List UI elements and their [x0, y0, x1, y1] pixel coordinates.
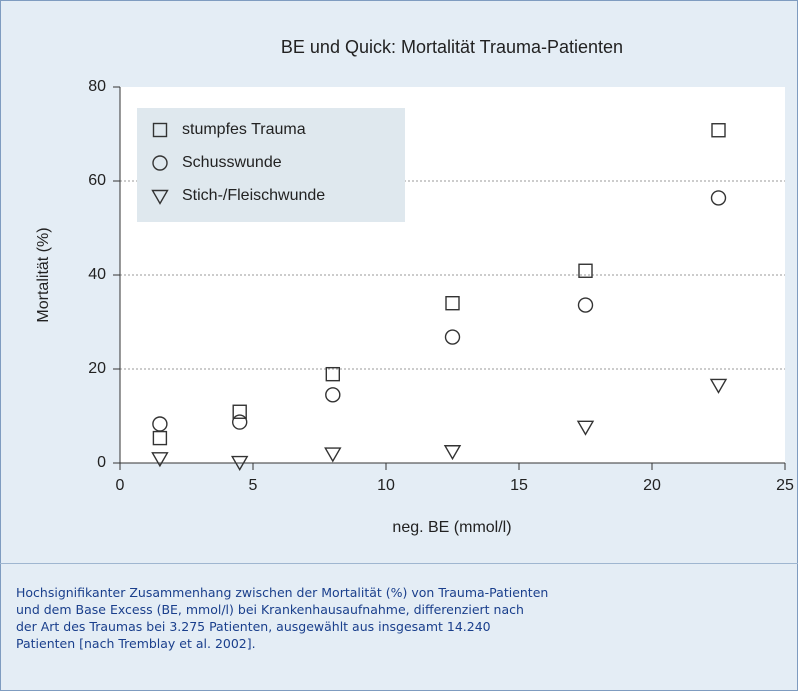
chart: BE und Quick: Mortalität Trauma-Patiente…: [35, 37, 794, 536]
caption-line: der Art des Traumas bei 3.275 Patienten,…: [16, 619, 491, 634]
legend-label: Schusswunde: [182, 154, 282, 171]
separator: [0, 563, 798, 564]
x-axis-label: neg. BE (mmol/l): [392, 519, 511, 536]
data-point: [443, 445, 462, 461]
x-tick-label: 0: [116, 477, 125, 494]
y-tick-label: 60: [88, 172, 106, 189]
x-tick-label: 10: [377, 477, 395, 494]
data-point: [231, 414, 248, 430]
x-tick-label: 25: [776, 477, 794, 494]
data-point: [324, 447, 342, 463]
y-tick-label: 20: [88, 360, 106, 377]
data-point: [578, 263, 593, 278]
data-point: [151, 452, 169, 468]
chart-title: BE und Quick: Mortalität Trauma-Patiente…: [281, 37, 623, 57]
caption-line: Patienten [nach Tremblay et al. 2002].: [16, 636, 256, 651]
data-point: [325, 366, 340, 382]
data-point: [444, 329, 461, 345]
y-axis-label: Mortalität (%): [35, 227, 52, 322]
legend-label: stumpfes Trauma: [182, 121, 306, 138]
data-point: [576, 420, 595, 436]
legend-marker: [151, 189, 169, 205]
data-point: [152, 416, 168, 432]
x-tick-label: 20: [643, 477, 661, 494]
data-point: [232, 404, 247, 419]
data-point: [325, 387, 341, 403]
legend-marker: [152, 155, 168, 171]
x-tick-label: 15: [510, 477, 528, 494]
caption-line: und dem Base Excess (BE, mmol/l) bei Kra…: [16, 602, 524, 617]
y-tick-label: 0: [97, 454, 106, 471]
data-point: [230, 455, 249, 471]
x-tick-label: 5: [249, 477, 258, 494]
legend-box: [137, 108, 405, 222]
legend-marker: [152, 122, 168, 138]
y-tick-label: 40: [88, 266, 106, 283]
data-point: [577, 297, 594, 313]
data-point: [709, 378, 728, 394]
data-point: [711, 123, 726, 138]
data-point: [710, 190, 727, 206]
legend-label: Stich-/Fleischwunde: [182, 187, 325, 204]
y-tick-label: 80: [88, 78, 106, 95]
caption-line: Hochsignifikanter Zusammenhang zwischen …: [16, 585, 549, 600]
data-point: [445, 296, 460, 311]
caption: Hochsignifikanter Zusammenhang zwischen …: [16, 584, 548, 652]
